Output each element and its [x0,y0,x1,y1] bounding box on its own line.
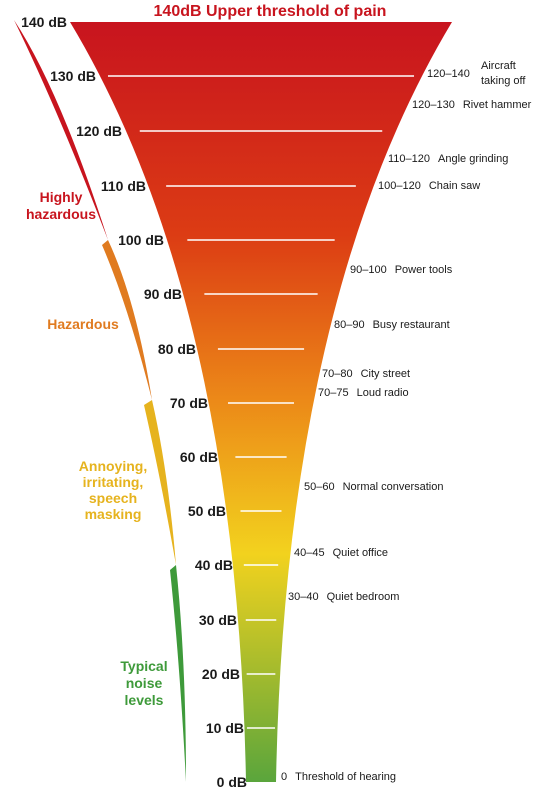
example-label: Threshold of hearing [295,771,396,783]
zone-label-line: irritating, [83,474,144,490]
level-label: 140 dB [21,14,67,30]
zone-label-line: speech [89,490,137,506]
level-gridlines [107,75,415,729]
example-range: 110–120 [388,153,430,165]
level-label: 60 dB [180,449,218,465]
example-label: Quiet bedroom [327,591,400,603]
example-range: 50–60 [304,481,335,493]
example-item: 100–120 Chain saw [378,180,480,192]
zone-label-line: Hazardous [47,316,119,332]
example-labels: 120–140 Aircraft taking off 120–130 Rivet ha… [281,60,532,783]
diagram-title: 140dB Upper threshold of pain [154,3,387,20]
example-range: 70–80 [322,368,353,380]
level-label: 130 dB [50,68,96,84]
example-range: 30–40 [288,591,319,603]
example-label-line2: taking off [481,75,526,87]
zone-label-line: masking [85,506,142,522]
level-label: 20 dB [202,666,240,682]
level-label: 40 dB [195,557,233,573]
funnel-shape [70,22,452,782]
example-range: 100–120 [378,180,421,192]
example-label: Busy restaurant [373,319,450,331]
example-item: 50–60 Normal conversation [304,481,443,493]
example-range: 120–130 [412,99,455,111]
level-label: 110 dB [101,178,146,194]
example-item: 0 Threshold of hearing [281,771,396,783]
level-label: 0 dB [217,774,247,790]
zone-label-line: Highly [40,189,83,205]
example-item: 40–45 Quiet office [294,547,388,559]
example-label: City street [361,368,411,380]
example-range: 40–45 [294,547,325,559]
example-label: Chain saw [429,180,480,192]
example-label: Normal conversation [343,481,444,493]
zone-band-hazardous [102,240,152,400]
example-range: 70–75 [318,387,349,399]
level-labels: 140 dB 130 dB 120 dB 110 dB 100 dB 90 dB 80 dB… [21,14,247,790]
zone-label-line: hazardous [26,206,96,222]
example-label: Power tools [395,264,453,276]
zone-label-line: levels [125,692,164,708]
zone-label-line: noise [126,675,163,691]
zone-band-annoying [144,400,176,565]
example-range: 0 [281,771,287,783]
level-label: 120 dB [76,123,122,139]
example-item: 70–75 Loud radio [318,387,409,399]
level-label: 100 dB [118,232,164,248]
example-range: 90–100 [350,264,387,276]
example-label: Loud radio [357,387,409,399]
zone-label-line: Annoying, [79,458,147,474]
level-label: 30 dB [199,612,237,628]
level-label: 80 dB [158,341,196,357]
example-range: 80–90 [334,319,365,331]
example-label: Quiet office [333,547,388,559]
level-label: 90 dB [144,286,182,302]
example-item: 90–100 Power tools [350,264,453,276]
level-label: 50 dB [188,503,226,519]
example-item: 30–40 Quiet bedroom [288,591,399,603]
example-item: 120–130 Rivet hammer [412,99,532,111]
example-label: Aircraft [481,60,516,72]
example-item: 80–90 Busy restaurant [334,319,450,331]
example-label: Rivet hammer [463,99,532,111]
zone-label-line: Typical [120,658,167,674]
level-label: 70 dB [170,395,208,411]
example-item: 110–120 Angle grinding [388,153,508,165]
example-label: Angle grinding [438,153,508,165]
level-label: 10 dB [206,720,244,736]
example-item: 70–80 City street [322,368,410,380]
example-range: 120–140 [427,68,470,80]
zone-band-typical [170,565,186,782]
